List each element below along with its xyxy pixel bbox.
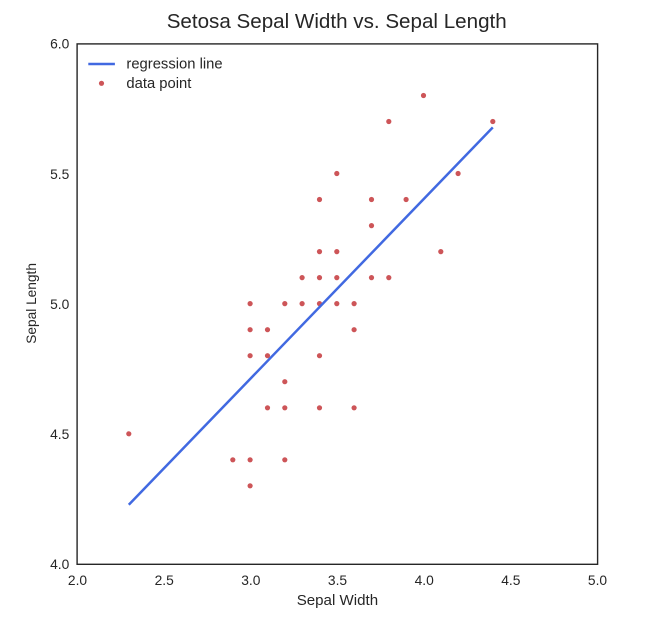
svg-text:5.0: 5.0: [588, 573, 608, 588]
svg-text:Setosa Sepal Width vs. Sepal L: Setosa Sepal Width vs. Sepal Length: [167, 10, 507, 33]
svg-text:3.5: 3.5: [328, 573, 348, 588]
svg-text:4.5: 4.5: [501, 573, 521, 588]
svg-text:5.0: 5.0: [50, 297, 70, 312]
svg-text:3.0: 3.0: [241, 573, 261, 588]
svg-text:regression line: regression line: [126, 56, 222, 72]
svg-text:Sepal Width: Sepal Width: [297, 592, 378, 609]
svg-text:5.5: 5.5: [50, 167, 70, 182]
svg-text:2.5: 2.5: [155, 573, 175, 588]
svg-text:4.0: 4.0: [415, 573, 435, 588]
svg-text:data point: data point: [126, 76, 191, 92]
svg-text:2.0: 2.0: [68, 573, 88, 588]
svg-text:4.0: 4.0: [50, 557, 70, 572]
svg-text:Sepal Length: Sepal Length: [24, 263, 39, 344]
svg-text:6.0: 6.0: [50, 37, 70, 52]
svg-text:4.5: 4.5: [50, 427, 70, 442]
